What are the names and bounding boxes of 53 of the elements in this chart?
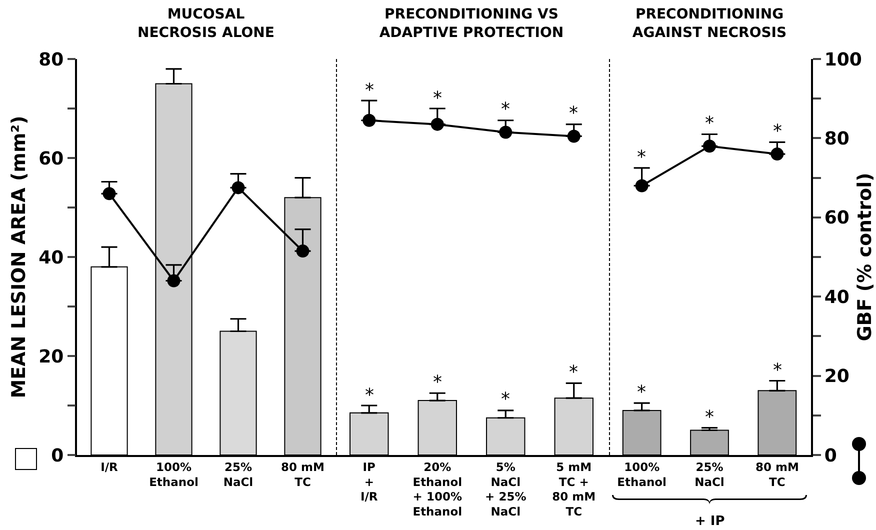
x-tick-label: 25% NaCl bbox=[694, 460, 724, 489]
chart-title: PRECONDITIONING VS ADAPTIVE PROTECTION bbox=[379, 6, 564, 41]
y-tick-label: 80 bbox=[38, 49, 64, 70]
x-tick-label: IP + I/R bbox=[360, 460, 378, 504]
x-tick-label: 80 mM TC bbox=[755, 460, 799, 489]
point bbox=[567, 130, 580, 143]
data-label: * bbox=[433, 88, 442, 109]
chart-title: MUCOSAL NECROSIS ALONE bbox=[138, 6, 274, 41]
data-label: * bbox=[501, 99, 510, 120]
y2-tick-label: 60 bbox=[824, 208, 850, 229]
data-label: * bbox=[569, 103, 578, 124]
x-tick-label: 5% NaCl + 25% NaCl bbox=[485, 460, 527, 519]
x-tick-label: 25% NaCl bbox=[223, 460, 254, 489]
point bbox=[703, 140, 716, 153]
data-label: * bbox=[365, 385, 374, 406]
point bbox=[232, 181, 245, 194]
data-label: * bbox=[773, 360, 782, 381]
data-label: * bbox=[637, 147, 646, 168]
point bbox=[296, 244, 310, 258]
data-label: * bbox=[433, 372, 442, 393]
x-tick-label: I/R bbox=[100, 460, 118, 474]
point bbox=[770, 148, 784, 161]
y-tick-label: 40 bbox=[38, 247, 64, 268]
y2-tick-label: 0 bbox=[824, 445, 837, 466]
x-tick-label: 80 mM TC bbox=[281, 460, 324, 489]
y2-tick-label: 80 bbox=[824, 128, 850, 150]
y-tick-label: 20 bbox=[38, 346, 64, 368]
point bbox=[635, 179, 648, 192]
point bbox=[362, 114, 376, 127]
data-label: * bbox=[637, 382, 646, 403]
y2-axis-title: GBF (% control) bbox=[854, 172, 876, 342]
y-tick-label: 60 bbox=[38, 148, 64, 170]
x-tick-label: 100% Ethanol bbox=[149, 460, 198, 489]
data-label: * bbox=[705, 407, 714, 428]
y-tick-label: 0 bbox=[51, 445, 64, 466]
point bbox=[167, 274, 180, 288]
point bbox=[102, 187, 116, 200]
text: + IP bbox=[695, 514, 725, 529]
data-label: * bbox=[705, 113, 714, 134]
chart-title: PRECONDITIONING AGAINST NECROSIS bbox=[632, 6, 787, 41]
y2-tick-label: 20 bbox=[824, 366, 850, 388]
y2-tick-label: 40 bbox=[824, 286, 850, 308]
y2-tick-label: 100 bbox=[824, 49, 862, 70]
x-tick-label: 100% Ethanol bbox=[617, 460, 666, 489]
data-label: * bbox=[365, 80, 374, 101]
y-axis-title: MEAN LESION AREA (mm²) bbox=[8, 116, 30, 398]
x-tick-label: 5 mM TC + 80 mM TC bbox=[552, 460, 596, 519]
data-label: * bbox=[501, 389, 510, 410]
data-label: * bbox=[773, 121, 782, 142]
data-label: * bbox=[569, 362, 578, 383]
x-tick-label: 20% Ethanol + 100% Ethanol bbox=[412, 460, 462, 519]
point bbox=[499, 126, 512, 139]
point bbox=[430, 118, 444, 131]
